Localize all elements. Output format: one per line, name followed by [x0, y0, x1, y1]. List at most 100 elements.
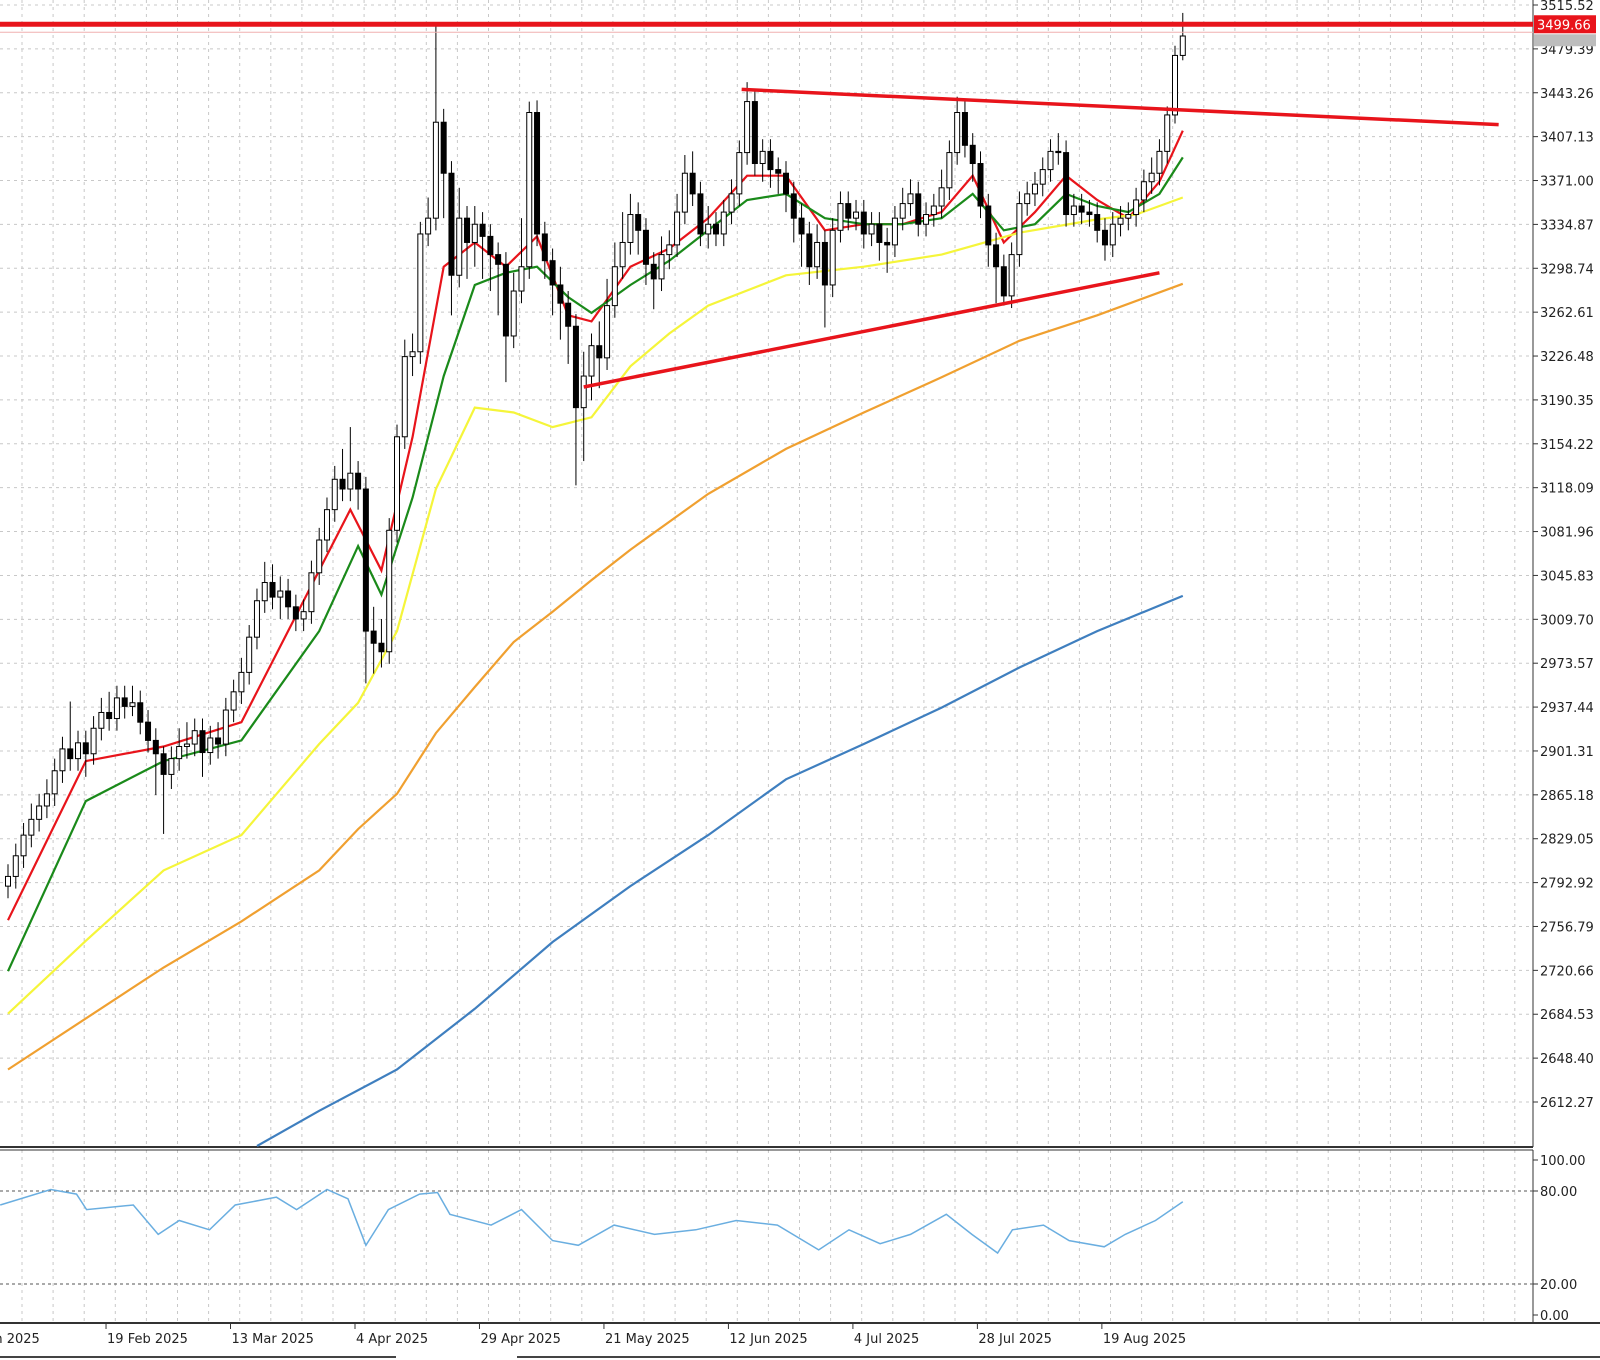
- price-tick-label: 3371.00: [1540, 175, 1594, 190]
- price-tick-label: 3443.26: [1540, 87, 1594, 102]
- candle-body: [853, 211, 860, 219]
- candle: [1008, 242, 1015, 309]
- candle-body: [253, 600, 260, 638]
- candle: [59, 736, 66, 783]
- candle: [526, 101, 533, 279]
- candle: [495, 242, 502, 316]
- candle-body: [526, 112, 533, 268]
- candle-body: [1094, 214, 1101, 231]
- candle-body: [191, 730, 198, 745]
- candle-body: [487, 235, 494, 256]
- candle-body: [891, 217, 898, 246]
- candle: [199, 718, 206, 777]
- candle-body: [1148, 172, 1155, 183]
- candle-body: [238, 671, 245, 693]
- candle-body: [1109, 223, 1116, 246]
- candle-body: [183, 743, 190, 747]
- price-tick-label: 3226.48: [1540, 350, 1594, 365]
- candle: [261, 561, 268, 613]
- candle-body: [1133, 199, 1140, 216]
- candle-body: [650, 263, 657, 280]
- candle: [977, 151, 984, 219]
- candle-body: [401, 356, 408, 438]
- candle: [1164, 106, 1171, 164]
- candle: [152, 728, 159, 796]
- candle-body: [308, 572, 315, 613]
- candle: [355, 461, 362, 510]
- candle: [907, 179, 914, 216]
- candle-body: [495, 254, 502, 265]
- moving-average-line-4: [7, 282, 1184, 1071]
- candle: [985, 193, 992, 267]
- candle: [806, 221, 813, 285]
- candle: [36, 793, 43, 832]
- candle: [674, 193, 681, 258]
- candle: [798, 203, 805, 267]
- price-tick-label: 2684.53: [1540, 1008, 1594, 1023]
- candle-body: [961, 112, 968, 146]
- candle-body: [1101, 229, 1108, 246]
- candle: [580, 351, 587, 462]
- candle-body: [1125, 214, 1132, 219]
- candle: [790, 181, 797, 243]
- candle-body: [681, 172, 688, 213]
- time-tick-label: 13 Mar 2025: [232, 1332, 314, 1347]
- price-tick-label: 3515.52: [1540, 0, 1594, 14]
- oscillator-tick-label: 20.00: [1540, 1278, 1577, 1293]
- candle-body: [1078, 205, 1085, 213]
- trendline-2: [741, 87, 1499, 127]
- candle-body: [394, 436, 400, 531]
- price-tick-label: 2973.57: [1540, 657, 1594, 672]
- price-tick-label: 3262.61: [1540, 306, 1594, 321]
- candle: [930, 193, 937, 227]
- candle-body: [736, 152, 743, 195]
- candle: [448, 161, 455, 316]
- candle: [238, 657, 245, 704]
- candle: [1109, 212, 1116, 258]
- candle: [207, 725, 214, 765]
- price-tick-label: 2648.40: [1540, 1052, 1594, 1067]
- candle: [432, 23, 439, 231]
- candle-body: [347, 472, 354, 490]
- candle: [82, 730, 89, 777]
- candle-body: [557, 284, 564, 304]
- candle: [176, 728, 183, 771]
- candle: [596, 321, 603, 389]
- candle: [67, 701, 74, 771]
- candle: [502, 252, 509, 383]
- candle: [331, 465, 338, 522]
- candle: [90, 716, 97, 765]
- candle: [868, 212, 875, 247]
- candle: [993, 232, 1000, 304]
- candle-body: [1179, 35, 1186, 56]
- candle-body: [572, 325, 579, 409]
- candle-body: [378, 642, 385, 653]
- candle: [728, 179, 735, 225]
- candle: [635, 202, 642, 255]
- candle-body: [619, 241, 626, 268]
- candle: [954, 96, 961, 165]
- candle-body: [43, 793, 50, 807]
- candle-body: [137, 702, 144, 723]
- candle-body: [292, 606, 299, 620]
- candle-body: [837, 203, 844, 231]
- price-tick-label: 3154.22: [1540, 438, 1594, 453]
- candle: [876, 212, 883, 261]
- candle: [1055, 133, 1062, 165]
- candle: [401, 339, 408, 449]
- candle-body: [36, 805, 43, 820]
- candle: [1000, 254, 1007, 306]
- candle-body: [20, 834, 27, 857]
- candle-body: [370, 630, 377, 644]
- candle-body: [129, 702, 136, 707]
- candle: [43, 779, 50, 819]
- candle-body: [479, 223, 486, 237]
- candle: [557, 266, 564, 340]
- candle: [106, 691, 113, 731]
- candle: [113, 685, 120, 731]
- candle: [549, 248, 556, 316]
- candle: [744, 82, 751, 165]
- price-tick-label: 3479.39: [1540, 43, 1594, 58]
- candle-body: [1031, 183, 1038, 195]
